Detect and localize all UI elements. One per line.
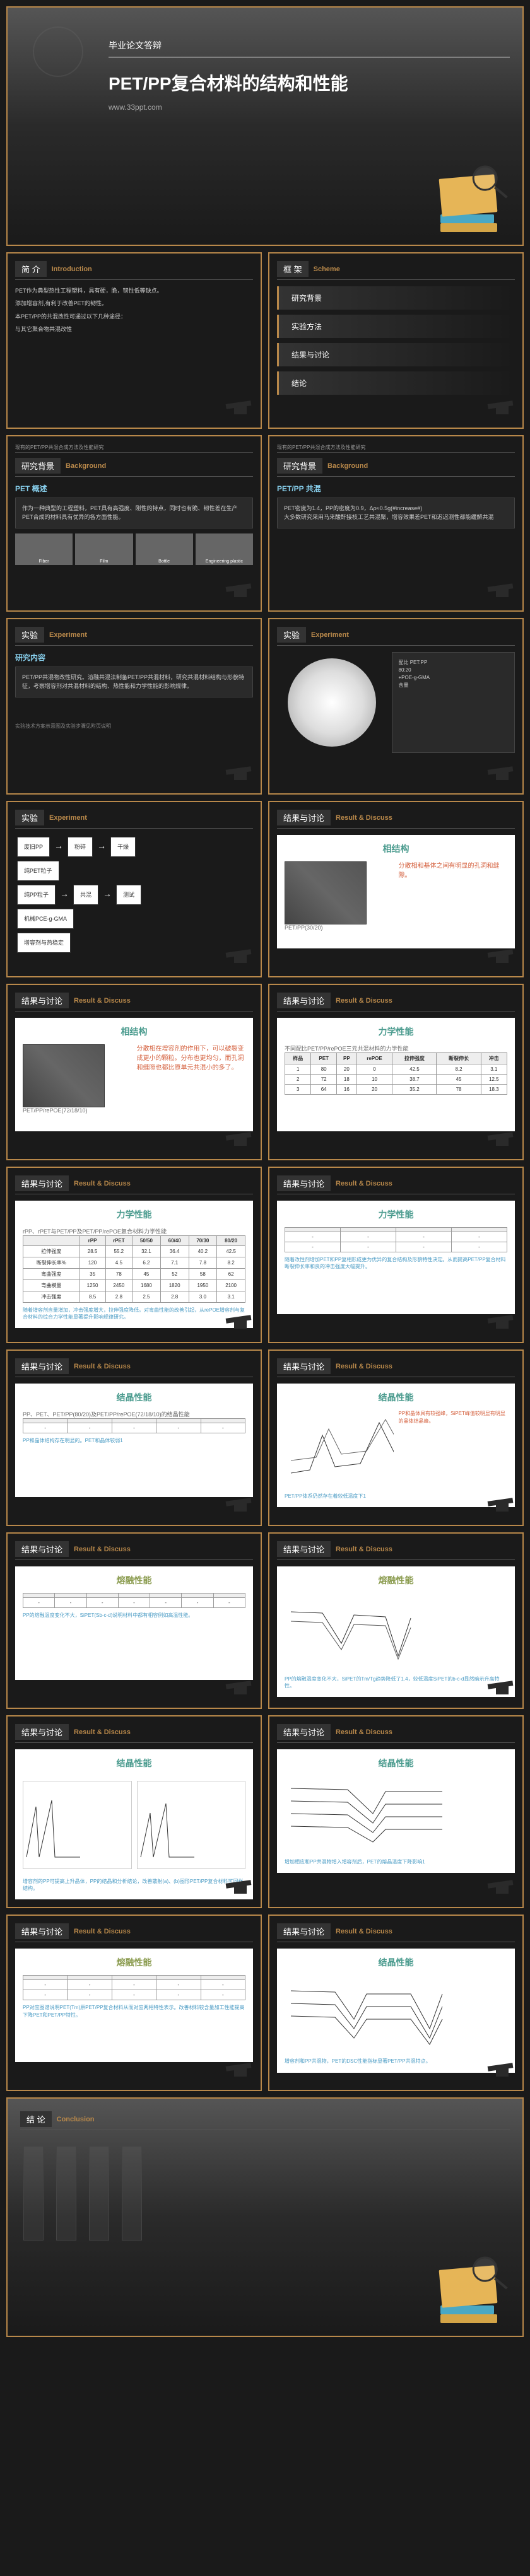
university-seal xyxy=(33,26,83,77)
melt-slide-2: 结果与讨论Result & Discuss 熔融性能 PP的熔融温度变化不大，S… xyxy=(268,1532,524,1709)
url-text: www.33ppt.com xyxy=(109,103,510,112)
toc-slide: 框 架Scheme 研究背景 实验方法 结果与讨论 结论 xyxy=(268,252,524,429)
main-title: PET/PP复合材料的结构和性能 xyxy=(109,70,510,95)
dsc-curves xyxy=(285,1776,507,1851)
background-slide-2: 现有的PET/PP共混合成方法及性能研究 研究背景Background PET/… xyxy=(268,435,524,612)
books-decoration xyxy=(415,2266,504,2323)
section-label: PET 概述 xyxy=(15,483,253,494)
sem-image xyxy=(23,1044,105,1107)
xrd-slide-1: 结果与讨论Result & Discuss 结晶性能 增容剂的PP可提高上升晶体… xyxy=(6,1715,262,1908)
toc-item: 结论 xyxy=(277,371,515,395)
conclusion-box xyxy=(122,2146,142,2241)
crystal-slide-1: 结果与讨论Result & Discuss 结晶性能 PP、PET、PET/PP… xyxy=(6,1349,262,1526)
toc-item: 结果与讨论 xyxy=(277,343,515,366)
conclusion-box xyxy=(56,2146,76,2241)
subtitle: 毕业论文答辩 xyxy=(109,39,510,52)
title-slide: 毕业论文答辩 PET/PP复合材料的结构和性能 www.33ppt.com xyxy=(6,6,524,246)
xrd-chart xyxy=(23,1781,132,1869)
xrd-slide-2: 结果与讨论Result & Discuss 结晶性能 增加相应和PP共混物增入增… xyxy=(268,1715,524,1908)
experiment-slide-1: 实验Experiment 研究内容 PET/PP共混物改性研究。溶融共混法制备P… xyxy=(6,618,262,795)
header-en: Introduction xyxy=(52,265,92,273)
image-row: Fiber Film Bottle Engineering plastic xyxy=(15,533,253,565)
result-slide-5: 结果与讨论Result & Discuss 力学性能 -------- 随着改性… xyxy=(268,1167,524,1343)
grad-cap-icon xyxy=(488,402,516,421)
experiment-flow-slide: 实验Experiment 废旧PP→粉碎→干燥 纯PET粒子 纯PP粒子→共混→… xyxy=(6,801,262,977)
toc-item: 实验方法 xyxy=(277,315,515,338)
conclusion-box xyxy=(23,2146,44,2241)
sample-image xyxy=(288,658,376,747)
result-slide-1: 结果与讨论Result & Discuss 相结构 PET/PP(30/20) … xyxy=(268,801,524,977)
data-table: rPPrPET50/5060/4070/3080/20 拉伸强度28.555.2… xyxy=(23,1235,245,1303)
result-slide-2: 结果与讨论Result & Discuss 相结构 PET/PP/rePOE(7… xyxy=(6,984,262,1160)
melt-chart xyxy=(285,1593,507,1669)
result-slide-4: 结果与讨论Result & Discuss 力学性能 rPP、rPET与PET/… xyxy=(6,1167,262,1343)
sem-image xyxy=(285,861,367,924)
conclusion-box xyxy=(89,2146,109,2241)
melt-slide-1: 结果与讨论Result & Discuss 熔融性能 ------- PP的熔融… xyxy=(6,1532,262,1709)
dsc-curves xyxy=(285,1975,507,2051)
melt-slide-3: 结果与讨论Result & Discuss 熔融性能 ---------- PP… xyxy=(6,1915,262,2091)
intro-slide: 简 介Introduction PET作为典型热性工程塑料，具有硬，脆，韧性低等… xyxy=(6,252,262,429)
experiment-slide-2: 实验Experiment 配比 PET:PP80:20+POE-g-GMA含量 xyxy=(268,618,524,795)
toc-item: 研究背景 xyxy=(277,286,515,310)
xrd-chart xyxy=(137,1781,246,1869)
conclusion-slide: 结 论Conclusion xyxy=(6,2097,524,2337)
crystal-slide-2: 结果与讨论Result & Discuss 结晶性能 PP和晶体具有较强峰，Si… xyxy=(268,1349,524,1526)
background-slide-1: 现有的PET/PP共混合成方法及性能研究 研究背景Background PET … xyxy=(6,435,262,612)
books-decoration xyxy=(415,175,504,232)
header-cn: 简 介 xyxy=(15,261,47,277)
crystal-slide-3: 结果与讨论Result & Discuss 结晶性能 增容剂和PP共混物，PET… xyxy=(268,1915,524,2091)
result-slide-3: 结果与讨论Result & Discuss 力学性能 不同配比PET/PP/re… xyxy=(268,984,524,1160)
grad-cap-icon xyxy=(226,402,254,421)
data-table: 样品PETPPrePOE拉伸强度断裂伸长冲击 18020042.58.23.1 … xyxy=(285,1052,507,1095)
dsc-chart xyxy=(285,1410,394,1486)
